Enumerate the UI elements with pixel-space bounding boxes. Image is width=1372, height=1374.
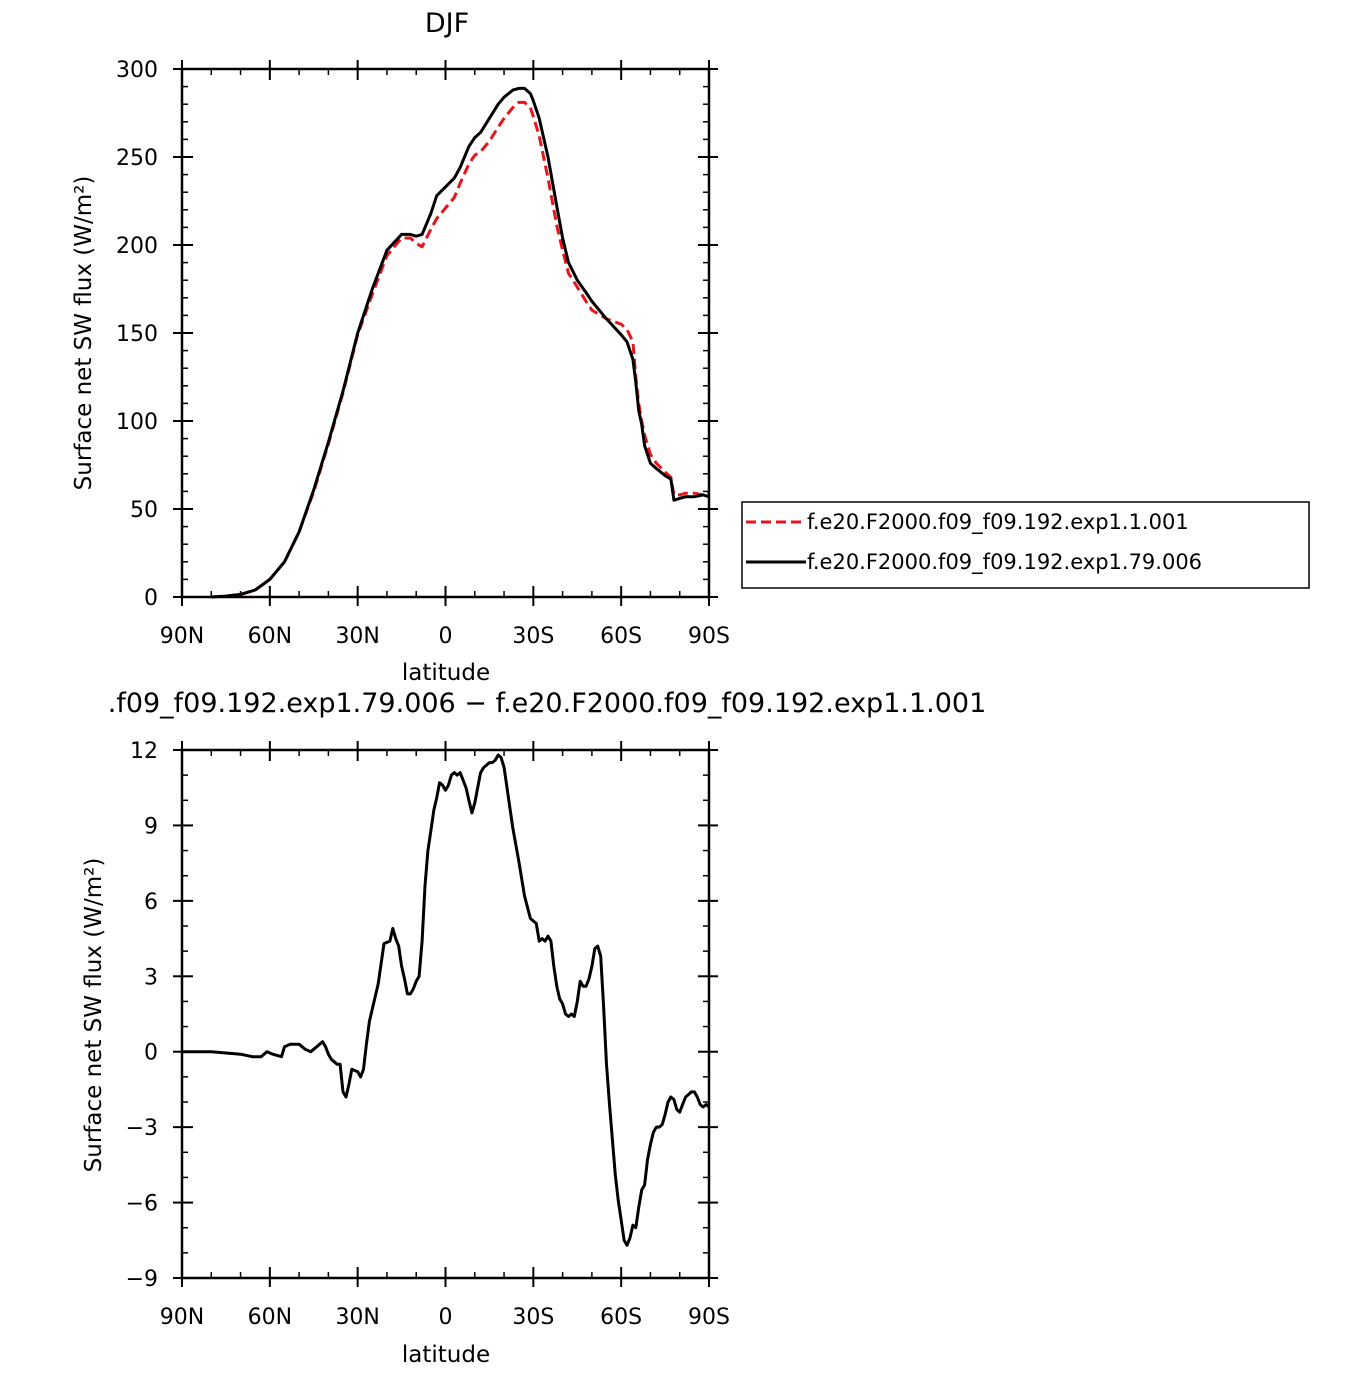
x-tick-label: 0 [439, 624, 453, 649]
series-line-2 [211, 86, 710, 599]
x-tick-label: 30S [512, 624, 554, 649]
panel-1-title: DJF [425, 8, 469, 39]
x-tick-label: 0 [439, 1305, 453, 1330]
y-tick-label: 6 [144, 890, 158, 915]
panel-djf: DJF 90N 60N 30N 0 30S 60S 90S 0 50 100 150 200 250 30… [71, 8, 730, 686]
x-tick-label: 90N [160, 624, 204, 649]
x-tick-label: 60N [248, 1305, 292, 1330]
y-tick-label: 0 [144, 1041, 158, 1066]
x-tick-label: 30S [512, 1305, 554, 1330]
x-tick-label: 60S [600, 624, 642, 649]
panel-2-title: .f09_f09.192.exp1.79.006 − f.e20.F2000.f… [108, 688, 987, 719]
legend-label-series-1: f.e20.F2000.f09_f09.192.exp1.1.001 [807, 510, 1189, 535]
y-tick-label: −3 [126, 1116, 158, 1141]
y-tick-label: 200 [116, 234, 158, 259]
y-tick-label: 9 [144, 814, 158, 839]
panel-2-plot-area: 90N 60N 30N 0 30S 60S 90S −9 −6 −3 0 3 6 9 12 [126, 739, 730, 1330]
panel-1-plot-area: 90N 60N 30N 0 30S 60S 90S 0 50 100 150 200 250 300 [116, 58, 730, 649]
y-tick-label: 100 [116, 410, 158, 435]
legend-frame [741, 501, 1310, 589]
panel-2-x-axis-title: latitude [402, 1342, 490, 1368]
x-tick-label: 30N [335, 624, 379, 649]
y-tick-label: −6 [126, 1192, 158, 1217]
x-tick-label: 90N [160, 1305, 204, 1330]
plot-frame [180, 748, 711, 1280]
y-tick-label: 150 [116, 322, 158, 347]
x-tick-label: 30N [335, 1305, 379, 1330]
y-tick-label: 3 [144, 965, 158, 990]
panel-1-legend: f.e20.F2000.f09_f09.192.exp1.1.001 f.e20… [741, 501, 1310, 589]
panel-1-y-axis-title: Surface net SW flux (W/m²) [71, 176, 97, 491]
x-tick-label: 60N [248, 624, 292, 649]
y-tick-label: 12 [130, 739, 158, 764]
x-tick-label: 90S [688, 624, 730, 649]
x-tick-label: 60S [600, 1305, 642, 1330]
legend-label-series-2: f.e20.F2000.f09_f09.192.exp1.79.006 [807, 550, 1202, 575]
series-line-1 [182, 753, 710, 1247]
y-tick-label: 50 [130, 498, 158, 523]
y-tick-label: 0 [144, 586, 158, 611]
y-tick-label: −9 [126, 1267, 158, 1292]
panel-2-y-axis-title: Surface net SW flux (W/m²) [81, 858, 107, 1173]
y-tick-label: 300 [116, 58, 158, 83]
panel-difference: .f09_f09.192.exp1.79.006 − f.e20.F2000.f… [81, 688, 986, 1368]
series-line-1 [211, 100, 710, 599]
y-tick-label: 250 [116, 146, 158, 171]
panel-1-x-axis-title: latitude [402, 660, 490, 686]
x-tick-label: 90S [688, 1305, 730, 1330]
